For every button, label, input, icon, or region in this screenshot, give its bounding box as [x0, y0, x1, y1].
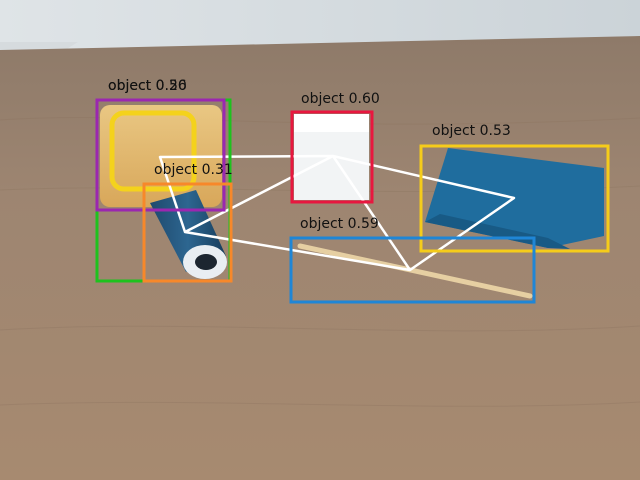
detection-label-purple: object 0.50 [108, 78, 187, 94]
detection-label-orange: object 0.31 [154, 162, 233, 178]
detection-box-purple [95, 98, 226, 212]
detection-label-green: object 0.26 [108, 78, 187, 94]
detection-box-red [290, 110, 374, 204]
detection-label-blue: object 0.59 [300, 216, 379, 232]
wooden-stick [297, 243, 533, 299]
detection-label-yellow: object 0.53 [432, 123, 511, 139]
detection-box-blue [289, 236, 536, 304]
trajectory-path [158, 154, 516, 272]
trajectory-segment [184, 154, 334, 234]
detection-box-yellow [419, 144, 610, 253]
detection-label-red: object 0.60 [301, 91, 380, 107]
detection-box-orange [142, 182, 233, 283]
